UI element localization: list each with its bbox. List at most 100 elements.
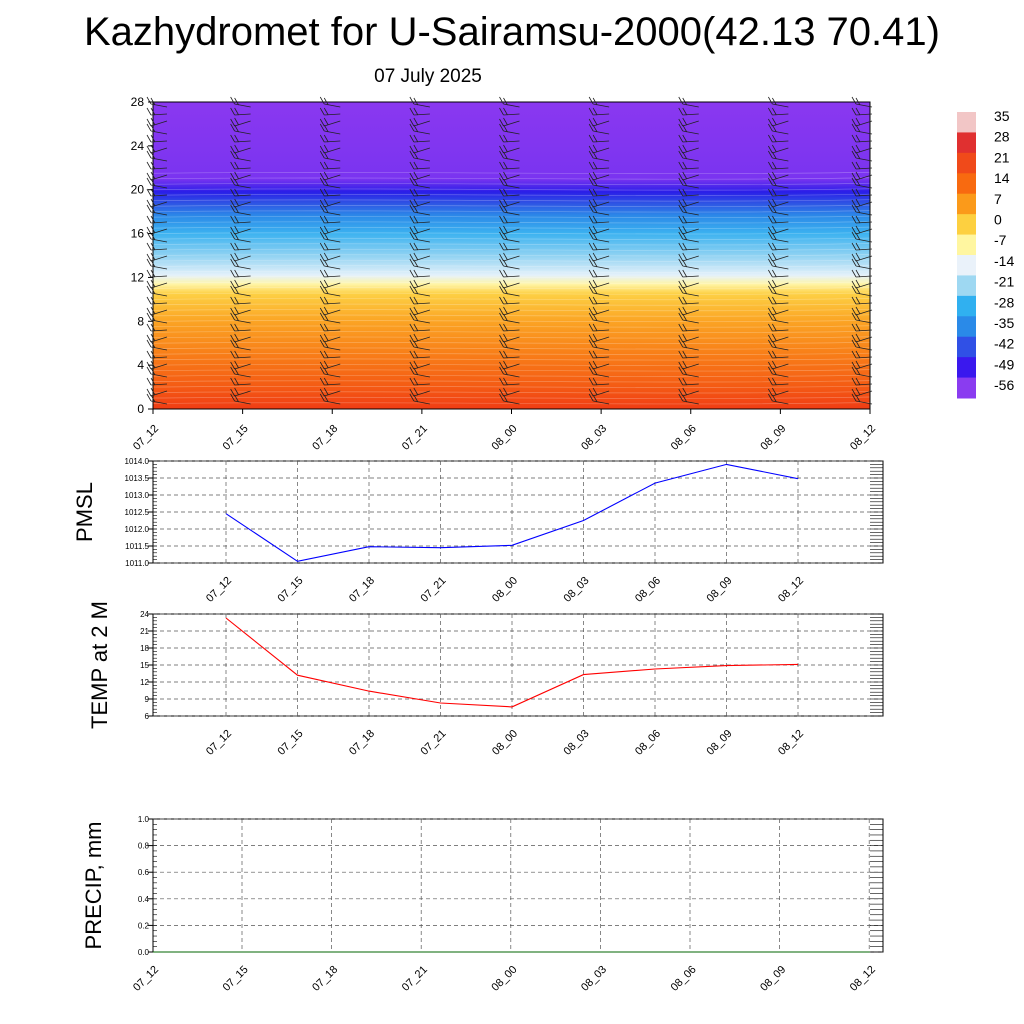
wind-barb: [234, 346, 251, 351]
wind-barb-flag: [851, 253, 857, 262]
wind-barb: [593, 103, 610, 108]
wind-barb-flag: [234, 151, 239, 160]
wind-barb-flag: [592, 360, 598, 369]
wind-barb: [682, 103, 699, 108]
wind-barb-flag: [772, 259, 777, 268]
wind-barb: [150, 309, 168, 316]
wind-barb-flag: [319, 204, 325, 213]
wind-barb-flag: [682, 387, 688, 396]
y-tick-label: 0: [137, 402, 144, 416]
wind-barb-flag: [855, 124, 861, 133]
wind-barb: [324, 265, 341, 270]
wind-barb-flag: [592, 296, 598, 305]
wind-barb: [855, 228, 873, 235]
wind-barb: [503, 282, 520, 289]
contour-line: [152, 341, 871, 344]
wind-barb-flag: [319, 123, 325, 132]
wind-barb: [324, 157, 341, 162]
wind-barb: [503, 400, 520, 405]
wind-barb-flag: [678, 350, 684, 359]
wind-barb-flag: [772, 394, 777, 403]
chart-date: 07 July 2025: [374, 66, 482, 87]
wind-barb-flag: [499, 307, 504, 316]
wind-barb-flag: [682, 198, 688, 207]
wind-barb-flag: [499, 350, 504, 359]
wind-barb: [413, 113, 430, 116]
wind-barb: [772, 211, 789, 216]
wind-barb-flag: [855, 205, 861, 214]
wind-barb: [682, 373, 699, 378]
wind-barb-flag: [146, 118, 152, 127]
wind-barb-flag: [588, 150, 594, 159]
wind-barb-flag: [588, 177, 594, 186]
wind-barb-flag: [230, 231, 235, 240]
wind-barb-flag: [319, 188, 325, 197]
wind-barb: [413, 103, 430, 108]
x-tick-label: 08_09: [705, 575, 735, 605]
wind-barb-flag: [234, 117, 239, 126]
data-series-line: [225, 463, 799, 562]
wind-barb-flag: [855, 188, 861, 197]
wind-barb-flag: [768, 242, 773, 251]
wind-barb-flag: [768, 96, 773, 105]
wind-barb-flag: [588, 231, 594, 240]
wind-barb-flag: [409, 150, 415, 159]
wind-barb: [150, 157, 168, 162]
wind-barb-flag: [592, 124, 598, 133]
y-tick-label: 1011.5: [125, 542, 149, 551]
wind-barb-flag: [150, 279, 156, 288]
y-tick-label: 9: [145, 695, 150, 704]
wind-barb: [503, 255, 520, 262]
x-tick-label: 08_06: [633, 575, 663, 605]
wind-barb-flag: [768, 285, 773, 294]
wind-barb-flag: [499, 177, 504, 186]
wind-barb-flag: [851, 361, 857, 370]
wind-barb: [855, 174, 873, 181]
y-tick-label: 1012.5: [125, 508, 150, 517]
wind-barb-flag: [678, 215, 684, 224]
wind-barb-flag: [499, 172, 504, 181]
wind-barb-flag: [234, 313, 239, 322]
wind-barb: [324, 282, 341, 289]
wind-barb: [234, 221, 251, 224]
wind-barb-flag: [234, 134, 239, 143]
wind-barb-flag: [319, 226, 325, 235]
wind-barb-flag: [851, 366, 857, 375]
wind-barb: [324, 221, 341, 224]
wind-barb: [593, 211, 610, 216]
wind-barb: [324, 194, 341, 197]
wind-barb: [682, 130, 699, 135]
wind-barb-flag: [323, 161, 329, 170]
wind-barb-flag: [323, 134, 329, 143]
wind-barb-flag: [768, 307, 773, 316]
wind-barb-flag: [503, 151, 508, 160]
wind-barb: [593, 248, 610, 251]
wind-barb-flag: [503, 198, 508, 207]
wind-barb: [682, 194, 699, 197]
wind-barb-flag: [230, 334, 235, 343]
wind-barb: [593, 275, 610, 278]
wind-barb-flag: [319, 177, 325, 186]
x-tick-label: 08_12: [776, 728, 806, 758]
wind-barb-flag: [678, 377, 684, 386]
wind-barb-flag: [413, 340, 419, 349]
data-series-line: [225, 617, 799, 708]
wind-barb-flag: [768, 339, 773, 348]
wind-barb-flag: [499, 339, 504, 348]
wind-barb-flag: [503, 225, 508, 234]
wind-barb: [503, 174, 520, 181]
wind-barb-flag: [323, 215, 329, 224]
wind-barb-flag: [499, 215, 504, 224]
wind-barb: [503, 228, 520, 235]
wind-barb-flag: [851, 96, 857, 105]
wind-barb-flag: [413, 350, 419, 359]
wind-barb: [413, 201, 430, 208]
wind-barb-flag: [150, 350, 156, 359]
wind-barb-flag: [409, 339, 415, 348]
wind-barb-flag: [230, 177, 235, 186]
wind-barb: [682, 113, 699, 116]
x-tick-label: 08_12: [776, 575, 806, 605]
wind-barb-flag: [234, 333, 239, 342]
wind-barb-flag: [234, 171, 239, 180]
wind-barb-flag: [592, 394, 598, 403]
